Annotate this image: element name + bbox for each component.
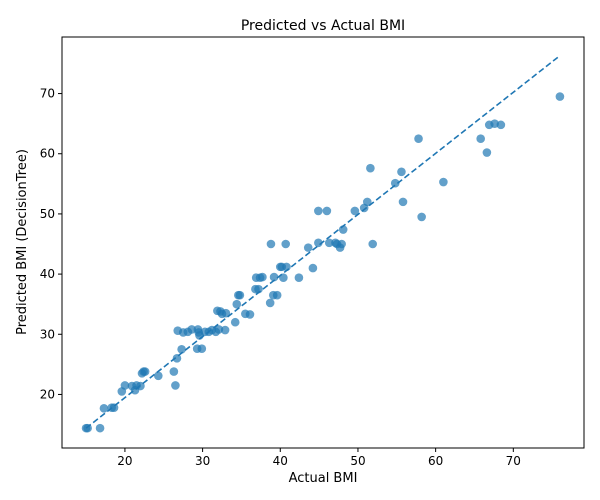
- data-point: [230, 317, 240, 327]
- data-point: [414, 134, 423, 143]
- x-tick-label: 50: [350, 454, 365, 468]
- data-point: [95, 423, 105, 433]
- data-point: [235, 290, 245, 300]
- y-tick-label: 70: [40, 87, 55, 101]
- data-point: [265, 298, 275, 308]
- data-point: [322, 206, 332, 216]
- y-tick-label: 60: [40, 147, 55, 161]
- data-point: [398, 197, 408, 207]
- data-point: [337, 239, 346, 249]
- data-point: [266, 239, 276, 249]
- data-point: [221, 308, 231, 318]
- data-point: [338, 225, 348, 234]
- data-point: [555, 92, 565, 101]
- data-point: [397, 167, 406, 177]
- data-point: [220, 325, 230, 335]
- data-point: [245, 310, 255, 319]
- data-point: [496, 120, 506, 130]
- data-point: [136, 381, 145, 391]
- data-point: [303, 243, 313, 252]
- x-tick-label: 70: [506, 454, 521, 468]
- y-axis-label: Predicted BMI (DecisionTree): [15, 149, 30, 335]
- points-layer: [81, 92, 565, 433]
- data-point: [258, 272, 267, 282]
- data-point: [482, 148, 492, 157]
- data-point: [140, 367, 150, 376]
- plot-frame: [61, 36, 585, 449]
- data-point: [109, 403, 119, 412]
- data-point: [476, 134, 485, 143]
- data-point: [417, 212, 426, 222]
- y-tick-label: 20: [40, 387, 55, 401]
- data-point: [272, 290, 282, 300]
- data-point: [279, 273, 288, 283]
- data-point: [281, 239, 291, 249]
- y-axis: 20 30 40 50 60 70: [40, 87, 62, 401]
- reference-line-layer: [85, 55, 561, 429]
- reference-line: [85, 55, 561, 429]
- data-point: [83, 423, 92, 433]
- data-point: [171, 381, 180, 390]
- data-point: [314, 206, 323, 216]
- x-tick-label: 60: [428, 454, 443, 468]
- x-tick-label: 40: [273, 454, 288, 468]
- data-point: [197, 344, 207, 354]
- data-point: [120, 381, 130, 390]
- chart-title: Predicted vs Actual BMI: [241, 18, 405, 34]
- data-point: [169, 367, 179, 376]
- data-point: [308, 263, 318, 273]
- data-point: [172, 354, 182, 363]
- y-tick-label: 40: [40, 267, 55, 281]
- x-axis-label: Actual BMI: [289, 471, 358, 486]
- data-point: [390, 178, 400, 188]
- data-point: [177, 345, 186, 354]
- data-point: [350, 206, 360, 216]
- data-point: [99, 403, 109, 413]
- data-point: [269, 272, 279, 282]
- data-point: [214, 325, 224, 334]
- data-point: [368, 239, 378, 249]
- data-point: [282, 262, 291, 272]
- data-point: [324, 238, 334, 248]
- data-point: [314, 238, 323, 248]
- x-axis: 20 30 40 50 60 70: [117, 448, 521, 468]
- data-point: [362, 197, 372, 207]
- data-point: [254, 284, 263, 294]
- data-point: [187, 325, 197, 334]
- y-tick-label: 30: [40, 327, 55, 341]
- data-point: [366, 163, 375, 173]
- x-tick-label: 20: [117, 454, 132, 468]
- data-point: [232, 299, 242, 309]
- y-tick-label: 50: [40, 207, 55, 221]
- x-tick-label: 30: [195, 454, 210, 468]
- data-point: [294, 273, 304, 283]
- data-point: [439, 177, 448, 187]
- data-point: [154, 371, 163, 381]
